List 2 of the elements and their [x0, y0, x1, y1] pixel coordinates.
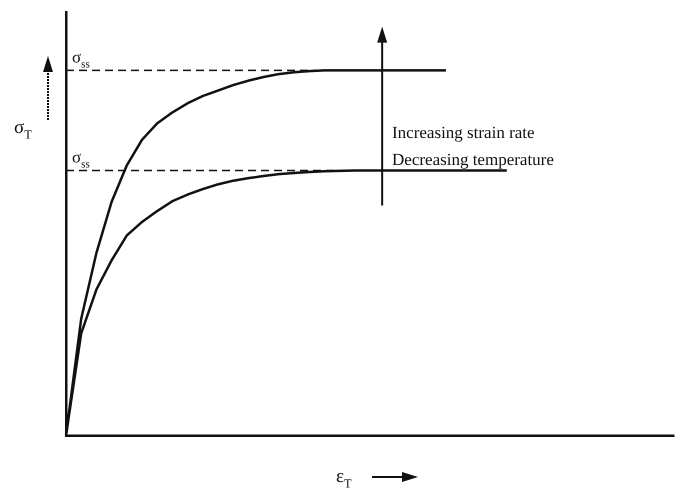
annotation: Increasing strain rate: [392, 123, 535, 142]
annotation: Decreasing temperature: [392, 150, 554, 169]
